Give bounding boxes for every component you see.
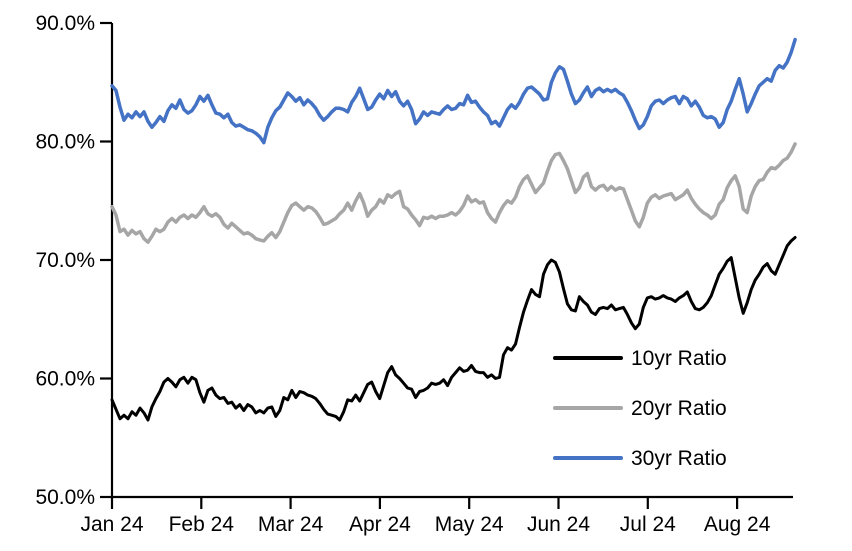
x-tick-label: Jul 24 [620,513,676,536]
x-tick-label: Apr 24 [349,513,411,536]
legend-item-30yr-ratio: 30yr Ratio [553,433,727,483]
legend-label-10yr: 10yr Ratio [631,346,727,370]
legend: 10yr Ratio 20yr Ratio 30yr Ratio [553,333,727,483]
x-tick-label: Jan 24 [80,513,143,536]
legend-item-20yr-ratio: 20yr Ratio [553,383,727,433]
y-tick-label: 80.0% [35,131,95,154]
legend-line-sample-10yr [553,356,623,360]
x-tick-label: May 24 [435,513,504,536]
y-tick-label: 50.0% [35,486,95,509]
legend-item-10yr-ratio: 10yr Ratio [553,333,727,383]
series-10yr-ratio [110,236,797,422]
legend-label-30yr: 30yr Ratio [631,446,727,470]
x-tick-label: Aug 24 [704,513,771,536]
x-tick-label: Jun 24 [527,513,590,536]
legend-label-20yr: 20yr Ratio [631,396,727,420]
series-30yr-ratio [110,37,797,145]
y-tick-label: 90.0% [35,12,95,35]
x-tick-label: Feb 24 [169,513,235,536]
legend-line-sample-30yr [553,456,623,460]
legend-line-sample-20yr [553,406,623,410]
x-tick-label: Mar 24 [258,513,324,536]
y-tick-label: 60.0% [35,368,95,391]
y-tick-label: 70.0% [35,249,95,272]
series-20yr-ratio [110,142,797,244]
